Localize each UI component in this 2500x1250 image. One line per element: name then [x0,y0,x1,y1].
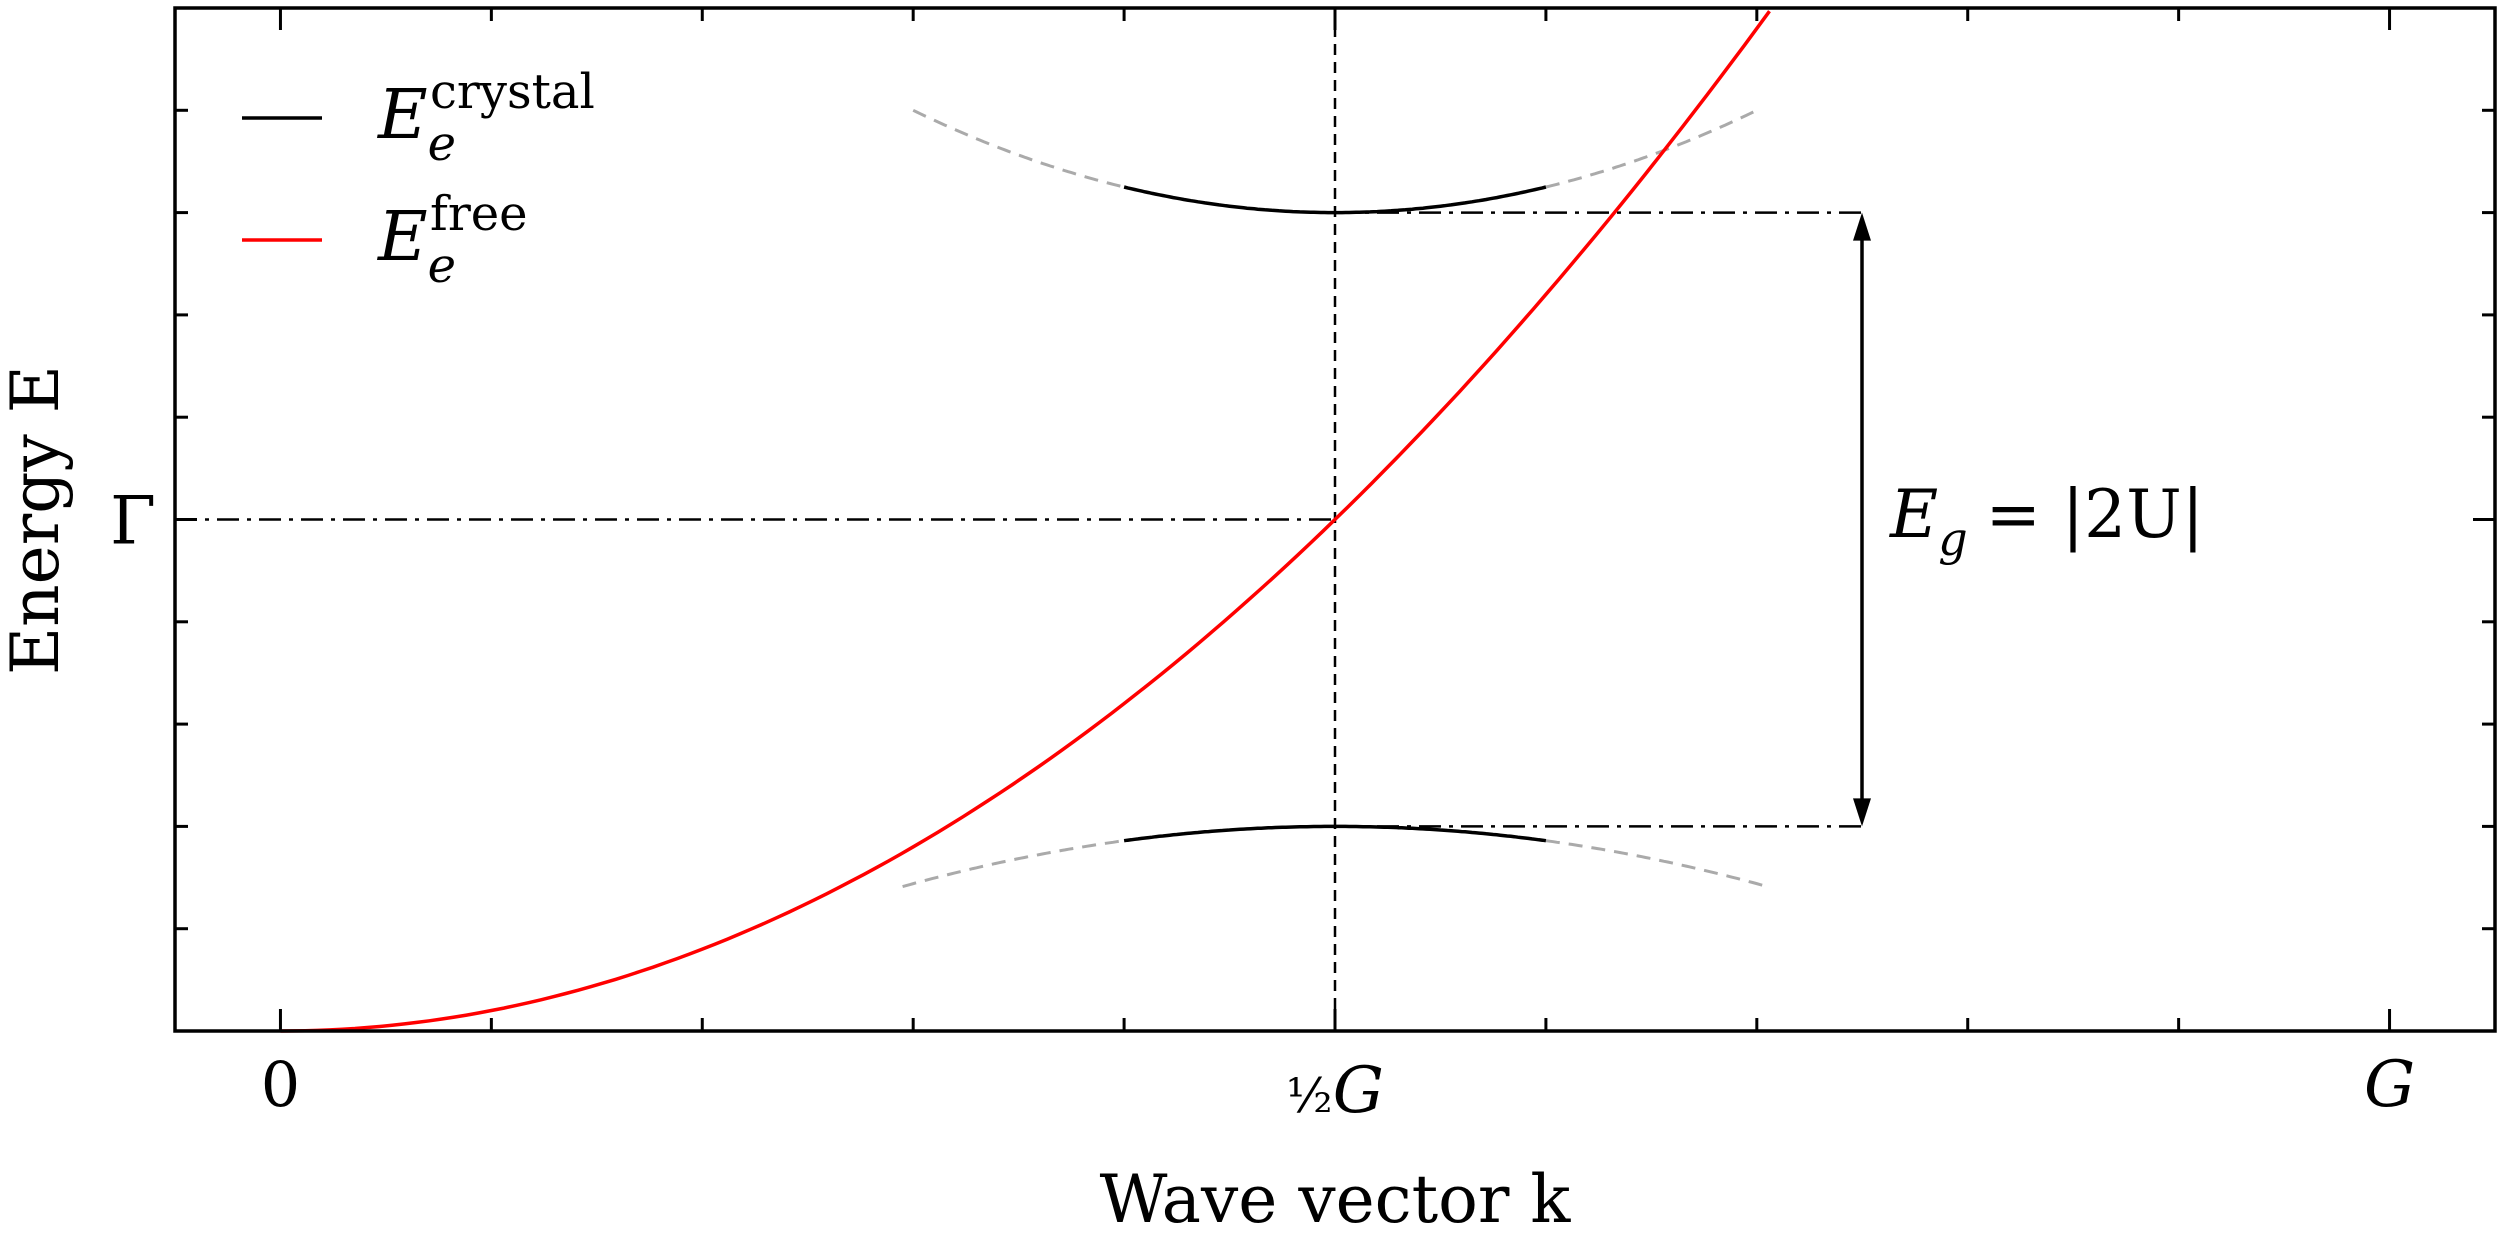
gap-arrow-head-top [1853,212,1871,241]
x-axis-label: Wave vector k [1100,1161,1572,1238]
axis-ticks [175,8,2495,1031]
energy-gap-symbol: E [1889,476,1938,553]
lower-band-extension-right [1545,839,1768,889]
upper-band-extension-left [912,108,1125,189]
free-electron-curve [280,10,1771,1033]
crystal-upper-band [1123,185,1547,215]
gap-arrow [1853,212,1871,827]
lower-band-extension-left [902,839,1125,889]
legend-label-crystal: Eecrystal [376,64,595,172]
legend: Eecrystal Eefree [242,64,595,294]
energy-gap-subscript: g [1938,512,1967,566]
extension-curves [902,108,1768,889]
series-lines [280,10,1771,1033]
energy-gap-value: = |2U| [1986,476,2204,553]
crystal-lower-band [1123,824,1547,843]
y-tick-label-gamma: Γ [110,483,156,560]
half-g-symbol: G [1333,1054,1384,1128]
axis-tick-labels: 0 ½G GΓ [110,483,2415,1129]
gap-arrow-head-bottom [1853,798,1871,827]
x-tick-label-g: G [2364,1048,2415,1122]
x-tick-label-zero: 0 [261,1048,300,1121]
half-fraction: ½ [1286,1068,1333,1124]
x-tick-label-half-g: ½G [1286,1054,1384,1128]
upper-band-extension-right [1545,108,1758,189]
energy-gap-label: Eg = |2U| [1889,476,2204,566]
legend-label-free: Eefree [376,186,528,294]
y-axis-label: Energy E [0,365,74,675]
